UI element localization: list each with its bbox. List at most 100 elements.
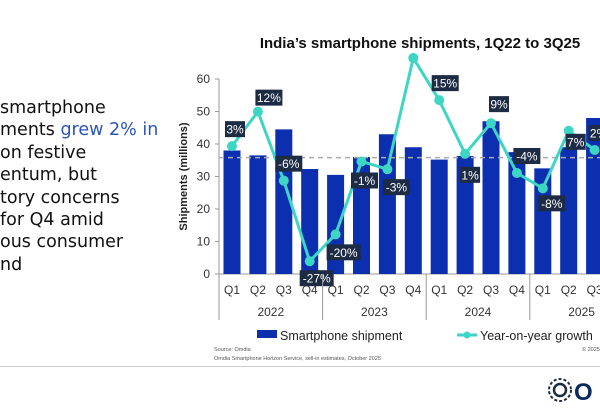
x-tick-label: Q3 xyxy=(587,283,600,297)
x-tick-label: Q1 xyxy=(431,283,447,297)
growth-label-bg xyxy=(225,121,245,138)
growth-point xyxy=(537,183,548,194)
bar xyxy=(430,159,448,274)
growth-data-label: -20% xyxy=(330,246,358,260)
growth-data-label: 7% xyxy=(567,135,585,149)
growth-point xyxy=(589,144,600,155)
summary-line: tory concerns xyxy=(0,187,120,208)
growth-data-label: 1% xyxy=(461,168,479,182)
growth-data-label: 12% xyxy=(257,91,281,105)
y-tick-label: 10 xyxy=(197,235,211,249)
bar xyxy=(560,147,578,274)
x-tick-label: Q3 xyxy=(379,283,395,297)
x-tick-label: Q3 xyxy=(276,283,292,297)
growth-label-bg xyxy=(299,270,334,287)
bar xyxy=(586,118,600,274)
growth-data-label: 9% xyxy=(490,98,508,112)
y-tick-label: 60 xyxy=(197,72,211,86)
x-tick-label: Q4 xyxy=(405,283,421,297)
bar xyxy=(482,121,500,274)
growth-label-bg xyxy=(255,89,283,106)
bar xyxy=(249,155,267,274)
growth-point xyxy=(511,167,522,178)
summary-line: on festive xyxy=(0,142,87,163)
legend-bar-label: Smartphone shipment xyxy=(280,329,403,343)
growth-label-bg xyxy=(513,147,541,164)
year-label: 2023 xyxy=(361,305,388,319)
growth-point xyxy=(460,148,471,159)
y-tick-label: 30 xyxy=(197,170,211,184)
growth-point xyxy=(304,256,315,267)
growth-label-bg xyxy=(431,75,459,92)
x-tick-label: Q1 xyxy=(224,283,240,297)
omdia-logo: O xyxy=(546,374,600,409)
summary-line: smartphone xyxy=(0,98,106,118)
x-tick-label: Q4 xyxy=(302,283,318,297)
x-tick-label: Q2 xyxy=(250,283,266,297)
x-tick-label: Q1 xyxy=(328,283,344,297)
growth-label-bg xyxy=(588,124,600,141)
legend-line-marker xyxy=(463,331,471,339)
y-axis-label: Shipments (millions) xyxy=(178,122,190,231)
summary-line: entum, but xyxy=(0,165,98,186)
legend-line-label: Year-on-year growth xyxy=(480,329,593,343)
growth-point xyxy=(434,95,445,106)
growth-label-bg xyxy=(326,244,361,261)
bar xyxy=(456,156,474,274)
growth-point xyxy=(486,118,496,129)
source-line: Source: Omdia xyxy=(214,347,252,353)
growth-data-label: -8% xyxy=(541,197,563,211)
summary-line: for Q4 amid xyxy=(0,210,104,231)
growth-label-bg xyxy=(489,96,509,113)
growth-data-label: -3% xyxy=(386,181,408,195)
growth-label-bg xyxy=(275,155,303,172)
year-label: 2024 xyxy=(465,305,492,319)
year-label: 2025 xyxy=(568,305,595,319)
growth-data-label: -27% xyxy=(303,272,331,286)
x-tick-label: Q2 xyxy=(353,283,369,297)
growth-data-label: 15% xyxy=(433,77,457,91)
growth-label-bg xyxy=(565,133,586,150)
summary-line: ous consumer xyxy=(0,232,124,253)
growth-label-bg xyxy=(351,172,378,189)
year-label: 2022 xyxy=(257,305,284,319)
growth-label-bg xyxy=(460,166,481,183)
growth-point xyxy=(330,229,341,240)
y-tick-label: 40 xyxy=(197,137,211,151)
growth-label-bg xyxy=(538,195,566,212)
growth-label-bg xyxy=(382,179,410,196)
copyright: © 2025 xyxy=(582,346,600,353)
x-tick-label: Q1 xyxy=(535,283,551,297)
growth-data-label: -1% xyxy=(354,174,376,188)
bar xyxy=(223,150,241,274)
bar xyxy=(508,152,526,274)
chart-title: India’s smartphone shipments, 1Q22 to 3Q… xyxy=(259,35,581,52)
growth-point xyxy=(356,156,367,167)
y-tick-label: 0 xyxy=(203,267,210,281)
source-line: Omdia Smartphone Horizon Service, sell-i… xyxy=(214,356,381,362)
growth-data-label: 2% xyxy=(590,126,600,140)
growth-point xyxy=(278,175,289,186)
growth-point xyxy=(408,52,419,63)
growth-data-label: -6% xyxy=(278,157,300,171)
growth-point xyxy=(252,106,263,117)
chart: 0 10 20 30 40 50 60 Shipments (millions) 3% 12% -6… xyxy=(178,52,600,362)
y-tick-label: 20 xyxy=(197,202,211,216)
summary-highlight: grew 2% in xyxy=(60,120,159,141)
x-tick-label: Q4 xyxy=(509,283,525,297)
summary-line: ments grew 2% in xyxy=(0,120,159,141)
growth-point xyxy=(382,164,393,175)
growth-data-label: -4% xyxy=(516,149,538,163)
bar xyxy=(404,147,422,274)
divider xyxy=(0,366,600,367)
x-tick-label: Q2 xyxy=(561,283,577,297)
legend-bar-swatch xyxy=(257,330,277,338)
bar xyxy=(534,168,552,274)
y-tick-label: 50 xyxy=(197,105,211,119)
growth-point xyxy=(563,125,574,136)
growth-point xyxy=(227,141,237,152)
svg-text:O: O xyxy=(574,379,593,404)
bar xyxy=(378,134,396,274)
x-tick-label: Q3 xyxy=(483,283,499,297)
growth-data-label: 3% xyxy=(226,123,244,137)
